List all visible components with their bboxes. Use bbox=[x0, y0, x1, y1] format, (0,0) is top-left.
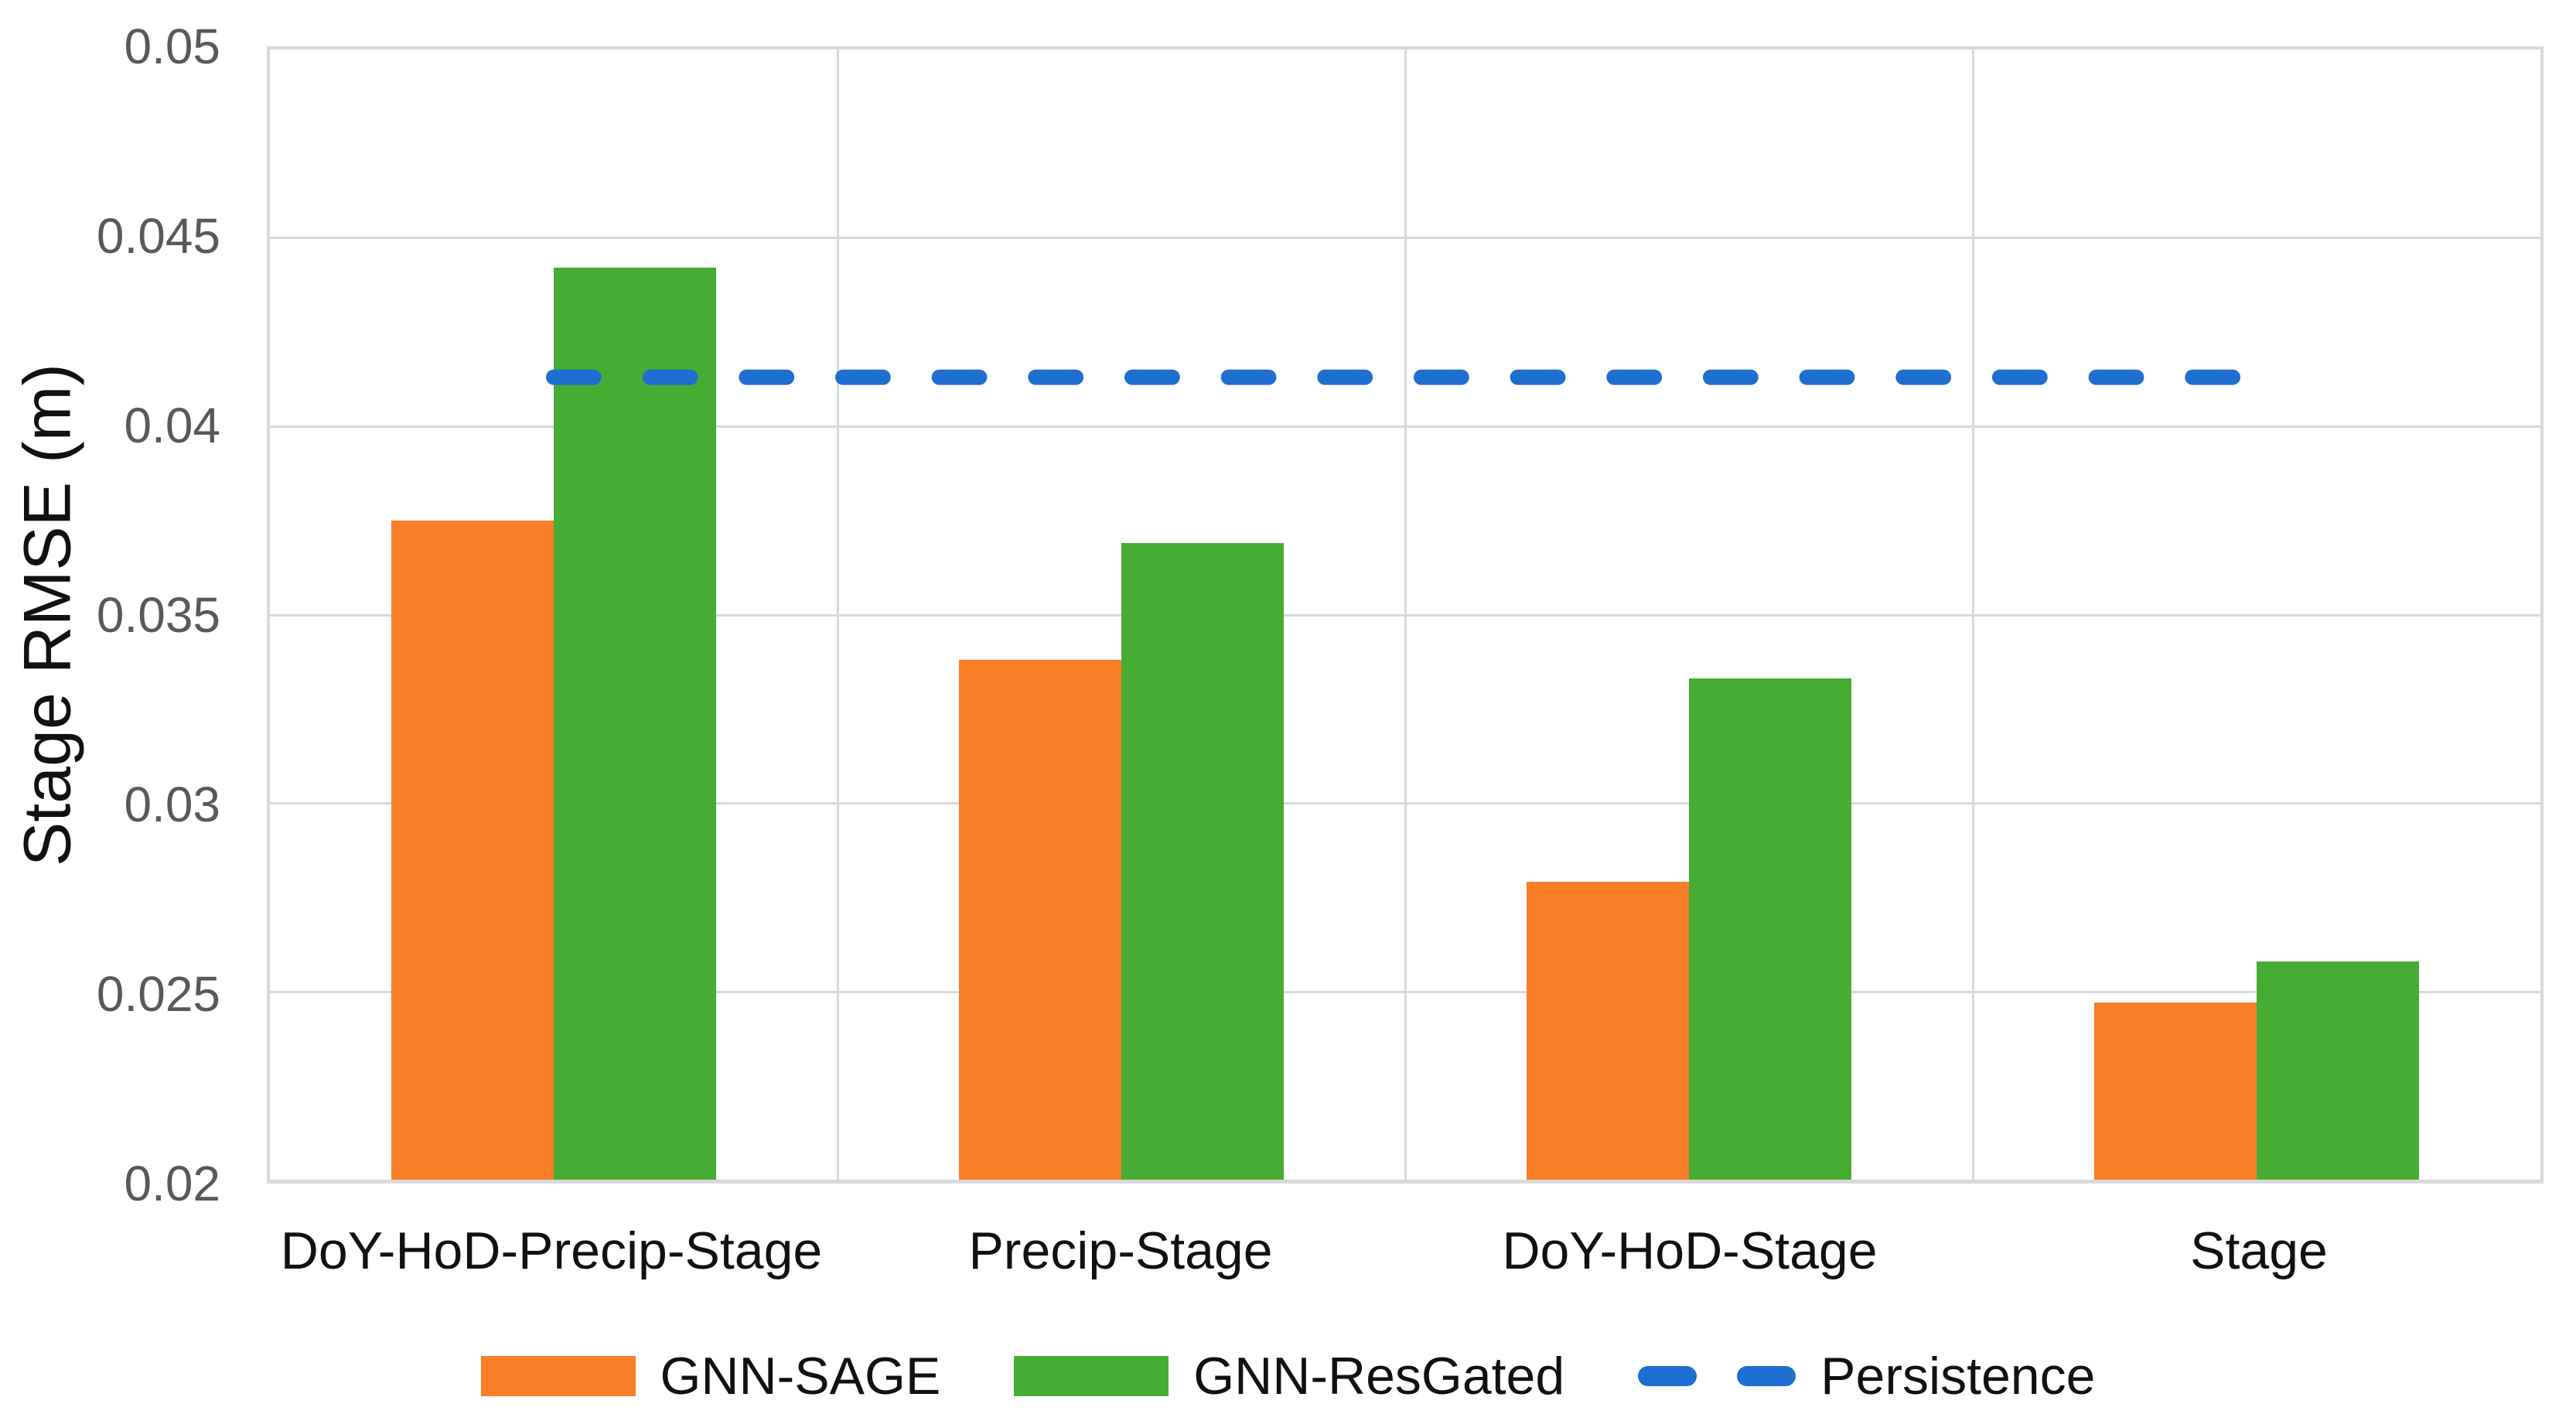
y-tick-label: 0.035 bbox=[96, 587, 220, 643]
y-tick-label: 0.03 bbox=[124, 777, 220, 832]
bar-gnn-sage-1 bbox=[391, 520, 554, 1180]
category-group-2 bbox=[838, 50, 1405, 1180]
category-group-1 bbox=[270, 50, 838, 1180]
gridline-vertical bbox=[1404, 50, 1407, 1180]
legend-item-gnn-sage: GNN-SAGE bbox=[480, 1346, 941, 1406]
x-category-label-2: Precip-Stage bbox=[968, 1221, 1273, 1280]
legend-label-gnn-resgated: GNN-ResGated bbox=[1193, 1347, 1565, 1406]
bar-gnn-resgated-2 bbox=[1121, 542, 1284, 1180]
legend-item-gnn-resgated: GNN-ResGated bbox=[1014, 1346, 1564, 1406]
bar-gnn-resgated-3 bbox=[1689, 678, 1851, 1180]
legend-swatch-gnn-sage-icon bbox=[480, 1356, 636, 1396]
gridline-vertical bbox=[837, 50, 839, 1180]
category-group-3 bbox=[1405, 50, 1973, 1180]
y-axis-tick-labels: 0.05 0.045 0.04 0.035 0.03 0.025 0.02 bbox=[0, 19, 220, 1211]
bar-gnn-sage-3 bbox=[1527, 882, 1689, 1180]
legend-dashed-line-icon bbox=[1638, 1366, 1796, 1386]
bar-gnn-sage-4 bbox=[2094, 1003, 2257, 1180]
category-group-4 bbox=[1973, 50, 2540, 1180]
bar-gnn-sage-2 bbox=[959, 659, 1121, 1180]
x-category-label-4: Stage bbox=[2190, 1221, 2328, 1280]
x-category-label-3: DoY-HoD-Stage bbox=[1502, 1221, 1878, 1280]
y-tick-label: 0.045 bbox=[96, 208, 220, 264]
persistence-dashed-line bbox=[546, 369, 2264, 385]
plot-area bbox=[267, 46, 2544, 1184]
legend-item-persistence: Persistence bbox=[1638, 1346, 2095, 1406]
y-tick-label: 0.05 bbox=[124, 19, 220, 74]
x-category-label-1: DoY-HoD-Precip-Stage bbox=[280, 1221, 823, 1280]
legend-label-gnn-sage: GNN-SAGE bbox=[660, 1347, 941, 1406]
legend-label-persistence: Persistence bbox=[1820, 1347, 2096, 1406]
legend: GNN-SAGE GNN-ResGated Persistence bbox=[0, 1346, 2576, 1406]
y-tick-label: 0.02 bbox=[124, 1156, 220, 1211]
y-tick-label: 0.025 bbox=[96, 966, 220, 1022]
y-tick-label: 0.04 bbox=[124, 398, 220, 453]
bar-gnn-resgated-4 bbox=[2257, 961, 2419, 1180]
legend-swatch-gnn-resgated-icon bbox=[1014, 1356, 1169, 1396]
bar-gnn-resgated-1 bbox=[554, 268, 716, 1180]
x-axis-labels: DoY-HoD-Precip-Stage Precip-Stage DoY-HoD-… bbox=[267, 1221, 2544, 1290]
gridline-vertical bbox=[1972, 50, 1974, 1180]
